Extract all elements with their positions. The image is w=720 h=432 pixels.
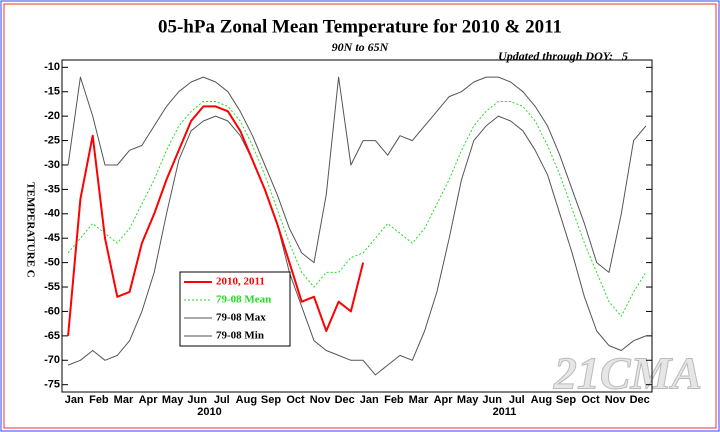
x-tick-label: Aug <box>531 394 552 406</box>
x-tick-label: Jun <box>187 394 207 406</box>
x-tick-label: Nov <box>605 394 627 406</box>
y-tick-label: -70 <box>44 354 60 366</box>
year-label: 2011 <box>493 406 517 418</box>
series-line <box>67 76 647 273</box>
y-tick-label: -55 <box>44 281 60 293</box>
y-tick-label: -40 <box>44 208 60 220</box>
series-line <box>67 105 365 336</box>
x-tick-label: Oct <box>581 394 600 406</box>
y-tick-label: -45 <box>44 232 60 244</box>
y-tick-label: -75 <box>44 379 60 391</box>
x-tick-label: Apr <box>434 394 454 406</box>
x-tick-label: Mar <box>409 394 429 406</box>
x-tick-label: Jun <box>482 394 502 406</box>
y-tick-label: -10 <box>44 61 60 73</box>
x-tick-label: Sep <box>261 394 281 406</box>
legend-box <box>179 271 291 347</box>
series-line <box>67 115 647 376</box>
y-tick-label: -50 <box>44 257 60 269</box>
y-tick-label: -15 <box>44 86 60 98</box>
legend-label: 79-08 Max <box>216 312 266 324</box>
y-tick-label: -65 <box>44 330 60 342</box>
x-tick-label: Jul <box>214 394 230 406</box>
subtitle: 90N to 65N <box>332 40 390 54</box>
x-tick-label: Mar <box>114 394 134 406</box>
legend-label: 2010, 2011 <box>216 276 265 288</box>
x-tick-label: Sep <box>556 394 576 406</box>
series-line <box>67 101 647 317</box>
y-tick-label: -35 <box>44 183 60 195</box>
year-label: 2010 <box>197 406 221 418</box>
x-tick-label: Feb <box>89 394 109 406</box>
x-tick-label: Nov <box>310 394 332 406</box>
x-tick-label: Jul <box>509 394 525 406</box>
x-tick-label: Dec <box>335 394 355 406</box>
x-tick-label: Aug <box>236 394 257 406</box>
x-tick-label: Dec <box>630 394 650 406</box>
x-tick-label: May <box>162 394 184 406</box>
x-tick-label: May <box>457 394 479 406</box>
x-tick-label: Jan <box>65 394 84 406</box>
y-axis-label: TEMPERATURE C <box>24 182 36 277</box>
y-tick-label: -30 <box>44 159 60 171</box>
chart-title: 05-hPa Zonal Mean Temperature for 2010 &… <box>158 16 562 37</box>
watermark: 21CMA <box>553 348 702 399</box>
y-tick-label: -20 <box>44 110 60 122</box>
legend-label: 79-08 Mean <box>216 294 271 306</box>
legend-label: 79-08 Min <box>216 330 264 342</box>
y-tick-label: -25 <box>44 134 60 146</box>
x-tick-label: Apr <box>139 394 159 406</box>
annotation: Updated through DOY: 5 <box>498 49 628 63</box>
x-tick-label: Oct <box>286 394 305 406</box>
plot-frame <box>61 59 653 393</box>
inner-border <box>3 3 717 429</box>
x-tick-label: Feb <box>384 394 404 406</box>
x-tick-label: Jan <box>360 394 379 406</box>
y-tick-label: -60 <box>44 305 60 317</box>
